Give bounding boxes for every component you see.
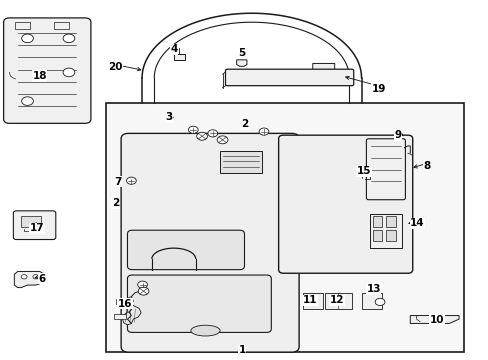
Circle shape (21, 34, 33, 42)
Polygon shape (122, 306, 141, 325)
FancyBboxPatch shape (13, 211, 56, 239)
Text: 7: 7 (114, 177, 121, 187)
Text: 10: 10 (429, 315, 444, 325)
Bar (220, 151, 261, 173)
Text: 11: 11 (303, 295, 317, 305)
Text: 3: 3 (165, 112, 172, 122)
Bar (369, 214, 401, 248)
Text: 1: 1 (238, 345, 245, 355)
Circle shape (138, 281, 147, 288)
Bar (385, 230, 395, 241)
Text: 5: 5 (238, 48, 245, 58)
Circle shape (207, 130, 217, 137)
Circle shape (217, 136, 227, 144)
Ellipse shape (190, 325, 220, 336)
Text: 9: 9 (394, 130, 401, 140)
Text: 19: 19 (371, 84, 385, 94)
Circle shape (33, 275, 39, 279)
Circle shape (126, 177, 136, 184)
Bar (173, 54, 184, 60)
Circle shape (138, 287, 149, 295)
Bar (114, 315, 125, 319)
FancyBboxPatch shape (225, 69, 353, 86)
FancyBboxPatch shape (127, 230, 244, 270)
Text: 17: 17 (30, 224, 44, 233)
Text: 18: 18 (32, 71, 47, 81)
Circle shape (21, 275, 27, 279)
Text: 6: 6 (39, 274, 46, 284)
Bar (361, 293, 381, 309)
Circle shape (63, 68, 75, 77)
FancyBboxPatch shape (121, 134, 299, 352)
Circle shape (188, 126, 198, 134)
Text: 2: 2 (241, 120, 247, 129)
Circle shape (196, 132, 207, 140)
FancyBboxPatch shape (127, 275, 271, 332)
Bar (15, 22, 30, 30)
Bar (105, 103, 463, 352)
Text: 12: 12 (329, 295, 344, 305)
Text: 2: 2 (111, 198, 119, 208)
Bar (21, 216, 41, 226)
Text: 8: 8 (423, 161, 430, 171)
Bar (54, 22, 69, 30)
Text: 4: 4 (170, 44, 177, 54)
FancyBboxPatch shape (278, 135, 412, 273)
Bar (372, 230, 382, 241)
Circle shape (21, 97, 33, 105)
Circle shape (63, 34, 75, 42)
Bar (303, 293, 322, 309)
Polygon shape (14, 271, 44, 288)
Bar (385, 216, 395, 226)
Text: 14: 14 (409, 218, 424, 228)
Text: 16: 16 (118, 299, 132, 309)
Text: 13: 13 (366, 284, 380, 294)
Circle shape (374, 298, 384, 306)
FancyBboxPatch shape (3, 18, 91, 123)
Circle shape (259, 128, 268, 135)
Text: 20: 20 (108, 62, 122, 72)
Text: 15: 15 (356, 166, 370, 176)
Polygon shape (236, 60, 246, 66)
Bar (372, 216, 382, 226)
FancyBboxPatch shape (366, 139, 405, 200)
Polygon shape (409, 316, 458, 323)
Bar (116, 299, 127, 304)
Bar (325, 293, 351, 309)
Polygon shape (312, 63, 334, 83)
